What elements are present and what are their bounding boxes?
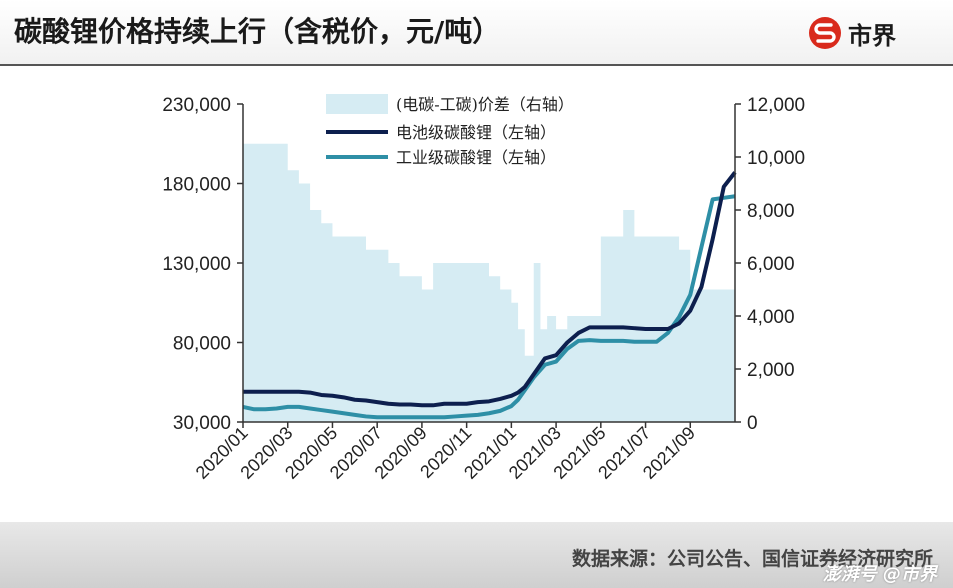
right-axis-tick-label: 2,000 [747, 360, 795, 381]
left-axis-tick-label: 30,000 [173, 413, 231, 434]
left-axis-tick-label: 180,000 [162, 175, 231, 196]
left-axis-tick-label: 130,000 [162, 254, 231, 275]
lithium-carbonate-price-chart: 30,000 80,000 130,000 180,000 230,000 0 2,000 4… [162, 94, 805, 483]
brand-logo: 市界 [808, 14, 896, 52]
right-axis-tick-label: 6,000 [747, 254, 795, 275]
right-axis-tick-label: 0 [747, 413, 758, 434]
data-source-note: 数据来源：公司公告、国信证券经济研究所 [571, 548, 933, 570]
legend-label-industrial: 工业级碳酸锂（左轴） [396, 148, 556, 167]
series-battery-grade-line [243, 171, 737, 408]
brand-logo-icon [809, 17, 841, 49]
brand-logo-text: 市界 [848, 21, 896, 50]
footer-bar: 数据来源：公司公告、国信证券经济研究所 澎湃号 @市界 [0, 522, 953, 588]
legend-label-battery: 电池级碳酸锂（左轴） [396, 123, 556, 142]
legend-label-spread: (电碳-工碳)价差（右轴） [396, 95, 574, 114]
header-bar: 碳酸锂价格持续上行（含税价，元/吨） 市界 [0, 0, 953, 66]
series-spread-area [243, 143, 735, 422]
left-axis-tick-label: 80,000 [173, 334, 231, 355]
right-axis-tick-label: 12,000 [747, 95, 805, 116]
price-lines-layer [242, 171, 737, 420]
right-axis-tick-label: 8,000 [747, 201, 795, 222]
series-industrial-grade-line [242, 194, 736, 420]
legend: (电碳-工碳)价差（右轴） 电池级碳酸锂（左轴） 工业级碳酸锂（左轴） [326, 94, 574, 167]
spread-area-layer [243, 143, 735, 422]
page-title: 碳酸锂价格持续上行（含税价，元/吨） [14, 15, 501, 48]
watermark-text: 澎湃号 @市界 [822, 564, 937, 585]
legend-swatch-spread [326, 94, 388, 114]
right-axis-tick-label: 4,000 [747, 307, 795, 328]
left-axis-tick-label: 230,000 [162, 95, 231, 116]
right-axis-tick-label: 10,000 [747, 148, 805, 169]
